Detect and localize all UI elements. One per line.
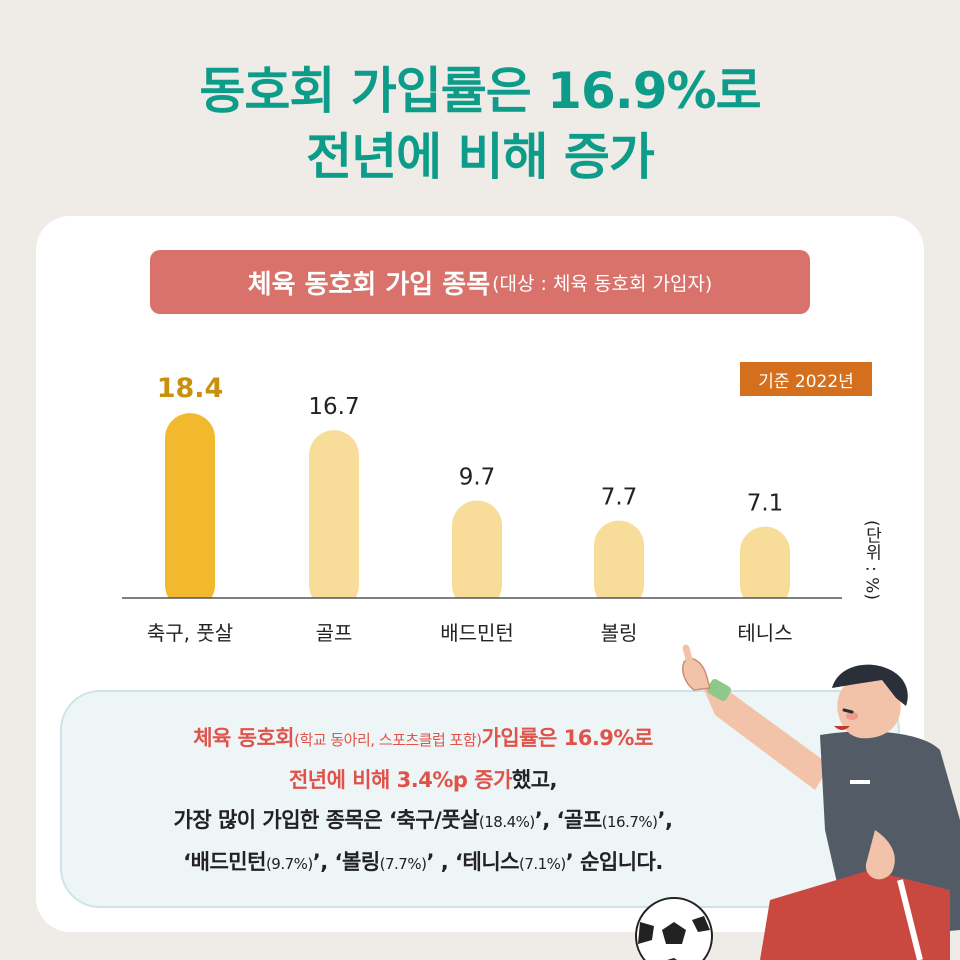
category-label-2: 배드민턴 — [440, 621, 514, 645]
player-hand — [865, 830, 895, 880]
summary-note: (7.7%) — [379, 855, 427, 873]
summary-highlight: 체육 동호회 — [193, 726, 295, 750]
category-label-0: 축구, 풋살 — [147, 621, 233, 645]
unit-label: (단위 : %) — [861, 520, 882, 600]
soccer-player-illustration — [635, 644, 960, 960]
player-eye — [842, 708, 854, 714]
data-label-0: 18.4 — [157, 373, 224, 404]
summary-line-4: ‘배드민턴(9.7%)’, ‘볼링(7.7%)’ , ‘테니스(7.1%)’ 순… — [60, 842, 786, 884]
summary-note: (16.7%) — [601, 813, 658, 831]
headline-line-2: 전년에 비해 증가 — [306, 128, 655, 186]
chart-title-main: 체육 동호회 가입 종목 — [247, 269, 491, 300]
headline: 동호회 가입률은 16.9%로 전년에 비해 증가 — [0, 58, 960, 190]
player-hair — [832, 664, 908, 706]
summary-text-span: 가장 많이 가입한 종목은 ‘축구/풋살 — [173, 808, 480, 832]
category-label-1: 골프 — [316, 621, 353, 645]
summary-line-3: 가장 많이 가입한 종목은 ‘축구/풋살(18.4%)’, ‘골프(16.7%)… — [60, 800, 786, 842]
data-label-1: 16.7 — [308, 394, 359, 420]
bar-4 — [740, 526, 790, 610]
summary-text-span: ’, ‘볼링 — [312, 850, 380, 874]
summary-text-span: 했고, — [511, 768, 558, 792]
pointing-finger — [682, 644, 696, 674]
bar-3 — [594, 520, 644, 610]
summary-text-span: ‘배드민턴 — [183, 850, 266, 874]
category-label-3: 볼링 — [601, 621, 638, 645]
summary-text-span: ’ , ‘테니스 — [426, 850, 519, 874]
summary-highlight: 가입률은 16.9%로 — [481, 726, 654, 750]
summary-line-1: 체육 동호회(학교 동아리, 스포츠클럽 포함)가입률은 16.9%로 — [60, 718, 786, 760]
player-shorts — [760, 870, 950, 960]
summary-line-2: 전년에 비해 3.4%p 증가했고, — [60, 760, 786, 800]
chart-title: 체육 동호회 가입 종목 (대상 : 체육 동호회 가입자) — [150, 250, 810, 314]
summary-note: (학교 동아리, 스포츠클럽 포함) — [294, 731, 482, 749]
player-face — [837, 674, 901, 739]
data-label-2: 9.7 — [459, 465, 496, 491]
summary-text-span: ’, — [657, 808, 673, 832]
category-label-4: 테니스 — [737, 621, 792, 645]
bar-1 — [309, 430, 359, 610]
summary-text: 체육 동호회(학교 동아리, 스포츠클럽 포함)가입률은 16.9%로 전년에 … — [60, 718, 786, 884]
chart-title-sub: (대상 : 체육 동호회 가입자) — [492, 272, 713, 295]
player-cheek — [846, 712, 858, 720]
summary-text-span: ’ 순입니다. — [565, 850, 664, 874]
data-label-4: 7.1 — [747, 491, 784, 517]
shorts-stripe — [897, 879, 923, 960]
summary-text-span: ’, ‘골프 — [534, 808, 602, 832]
bar-0 — [165, 413, 215, 610]
summary-note: (18.4%) — [478, 813, 535, 831]
data-label-3: 7.7 — [601, 485, 638, 511]
base-year-badge: 기준 2022년 — [740, 362, 872, 396]
baseline-mask — [122, 598, 842, 612]
shirt-badge — [850, 780, 870, 784]
summary-highlight: 전년에 비해 3.4%p 증가 — [288, 768, 512, 792]
soccer-ball-icon — [635, 897, 713, 960]
headline-line-1: 동호회 가입률은 16.9%로 — [199, 62, 761, 120]
wristband — [706, 679, 732, 701]
player-arm — [700, 680, 830, 790]
summary-note: (7.1%) — [518, 855, 566, 873]
player-mouth — [834, 726, 850, 730]
summary-note: (9.7%) — [265, 855, 313, 873]
bar-2 — [452, 500, 502, 610]
